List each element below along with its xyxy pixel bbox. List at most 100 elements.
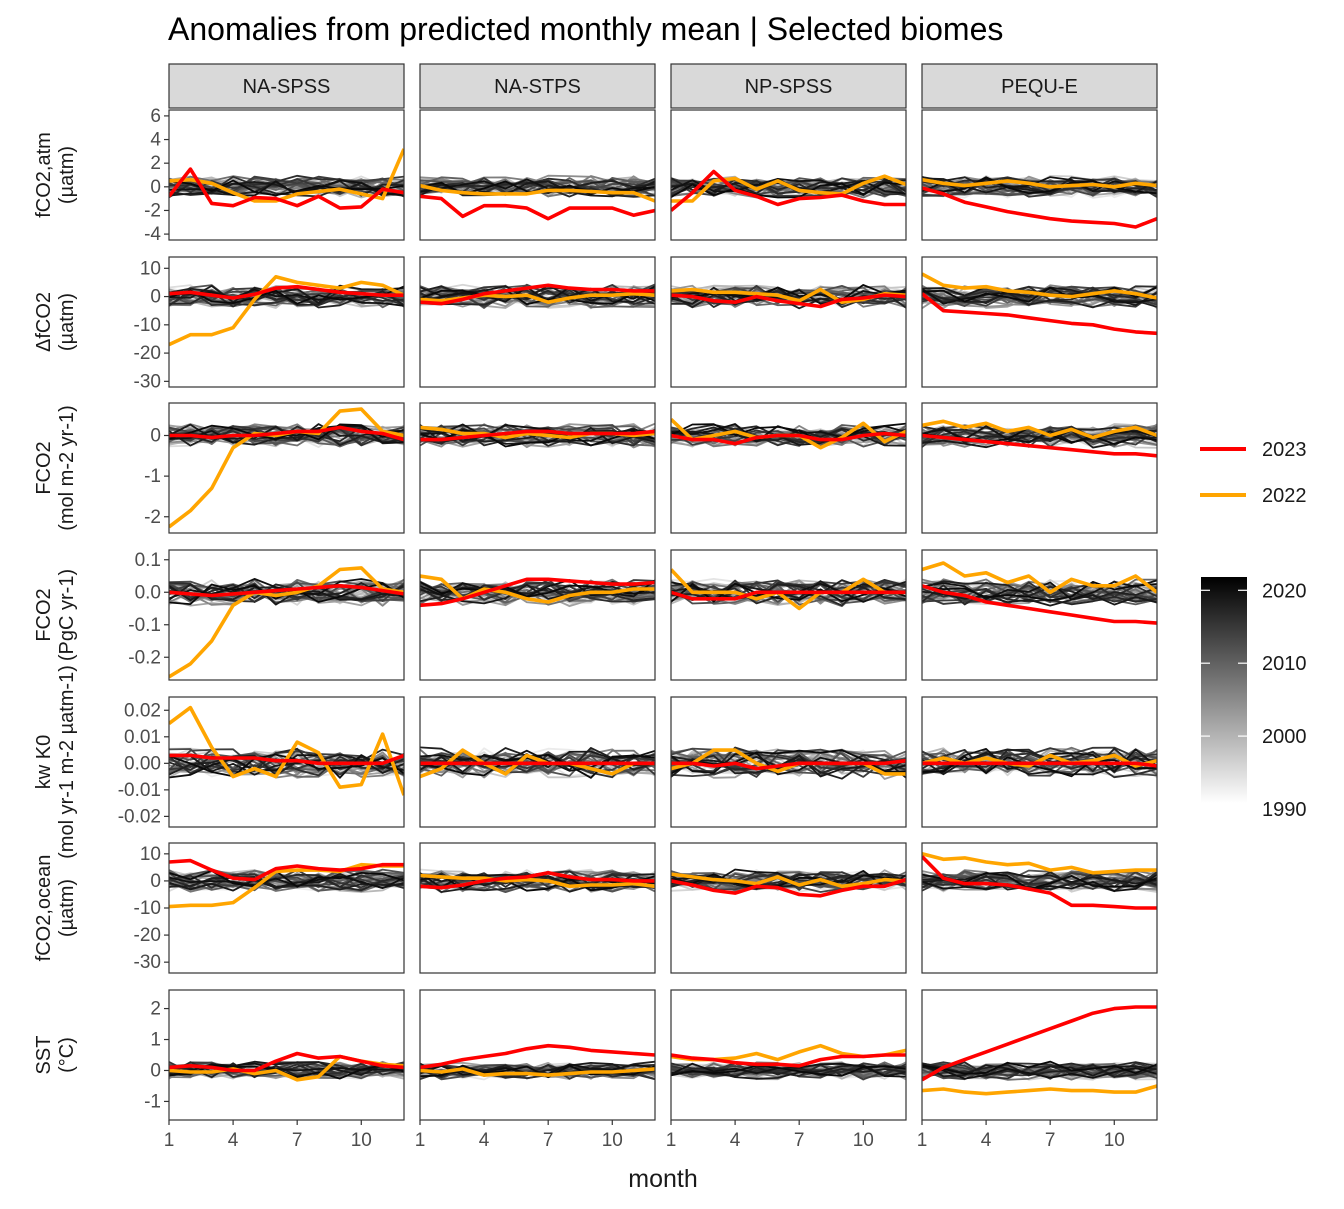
series-2023-line [169,425,404,442]
series-2023-line [922,761,1157,768]
y-tick-label: 0.01 [124,727,161,748]
panel-pequ-e-row5 [921,696,1158,828]
panel-border [419,109,656,241]
series-2022-line [671,568,906,611]
panel-bg [169,257,404,387]
y-tick-label: 2 [150,153,161,174]
y-tick-label: 0 [150,871,161,892]
panel-border [168,842,405,974]
series-2022-line [922,852,1157,875]
facet-strip-bg [168,63,405,109]
y-axis-title: SST(°C) [33,1036,78,1075]
panel-na-spss-row2 [168,256,405,388]
series-2023-line [671,431,906,446]
panel-bg [671,110,906,240]
y-tick-label: 0.1 [135,550,161,571]
y-tick-label: 1 [150,1030,161,1051]
year-line-2014 [671,754,906,778]
panel-np-spss-row6 [670,842,907,974]
facet-strip-np-spss: NP-SPSS [670,63,907,109]
y-axis-title: ΔfCO2(µatm) [33,292,78,352]
panel-bg [420,550,655,680]
panel-lines [922,272,1157,336]
year-line-2016 [671,746,906,772]
facet-strip-label: NA-SPSS [243,76,331,98]
facet-strip-bg [670,63,907,109]
panel-lines [671,169,906,212]
panel-bg [671,403,906,533]
panel-pequ-e-row6 [921,842,1158,974]
panel-bg [671,257,906,387]
y-tick-label: -20 [134,343,161,364]
panel-border [168,402,405,534]
panel-bg [922,550,1157,680]
year-line-2016 [922,581,1157,601]
panel-na-spss-row7: 1 4 7 10 [164,989,405,1151]
panel-lines [420,1043,655,1081]
panel-border [670,109,907,241]
panel-na-spss-row4 [168,549,405,681]
series-2023-line [671,1053,906,1068]
facet-strip-bg [419,63,656,109]
panel-lines [169,274,404,347]
y-axis-title-line1: SST [33,1036,55,1075]
x-tick-label: 1 [666,1130,677,1151]
series-2022-line [671,872,906,889]
panel-border [168,696,405,828]
year-line-2009 [420,582,655,604]
panel-bg [420,990,655,1120]
panel-bg [169,843,404,973]
panel-na-spss-row6 [168,842,405,974]
x-tick-label: 1 [917,1130,928,1151]
y-tick-label: -10 [134,315,161,336]
year-line-2020 [420,579,655,598]
panel-na-stps-row2 [419,256,656,388]
panel-lines [420,283,655,310]
y-tick-label: -0.01 [118,780,161,801]
facet-strip-label: PEQU-E [1001,76,1078,98]
y-tick-label: -30 [134,952,161,973]
y-axis-title-line1: kw K0 [33,735,55,789]
colorbar-label: 2020 [1262,580,1307,602]
panel-np-spss-row1 [670,109,907,241]
series-2023-line [420,194,655,221]
panel-na-stps-row3 [419,402,656,534]
series-2023-line [169,583,404,598]
panel-border [419,696,656,828]
year-line-2017 [922,584,1157,606]
panel-bg [922,990,1157,1120]
panel-border [670,256,907,388]
panel-pequ-e-row7: 1 4 7 10 [917,989,1158,1151]
series-2023-line [922,1005,1157,1082]
x-tick-label: 4 [479,1130,490,1151]
colorbar-label: 1990 [1262,799,1307,821]
panel-border [670,989,907,1121]
panel-border [921,549,1158,681]
y-axis-title: fCO2,atm(µatm) [33,132,78,218]
panel-na-stps-row1 [419,109,656,241]
year-line-2019 [169,583,404,606]
panel-bg [169,990,404,1120]
panel-border [419,402,656,534]
x-tick-label: 10 [351,1130,372,1151]
panel-border [921,989,1158,1121]
y-axis-title-line2: (mol m-2 yr-1) [56,405,78,531]
y-tick-label: 10 [140,844,161,865]
x-tick-label: 1 [415,1130,426,1151]
y-axis-title: fCO2,ocean(µatm) [33,855,78,962]
year-line-2013 [169,178,404,196]
year-line-2021 [922,176,1157,195]
y-axis-title-line1: FCO2 [33,588,55,641]
series-2022-line [420,873,655,889]
series-2022-line [420,1067,655,1077]
series-2022-line [169,566,404,679]
panel-border [670,402,907,534]
panel-na-spss-row1 [168,109,405,241]
chart-title: Anomalies from predicted monthly mean | … [168,11,1003,47]
year-line-2019 [671,430,906,447]
panel-border [419,989,656,1121]
facet-strip-na-spss: NA-SPSS [168,63,405,109]
series-2023-line [922,855,1157,910]
year-line-2021 [420,1064,655,1079]
panel-na-stps-row7: 1 4 7 10 [415,989,656,1151]
